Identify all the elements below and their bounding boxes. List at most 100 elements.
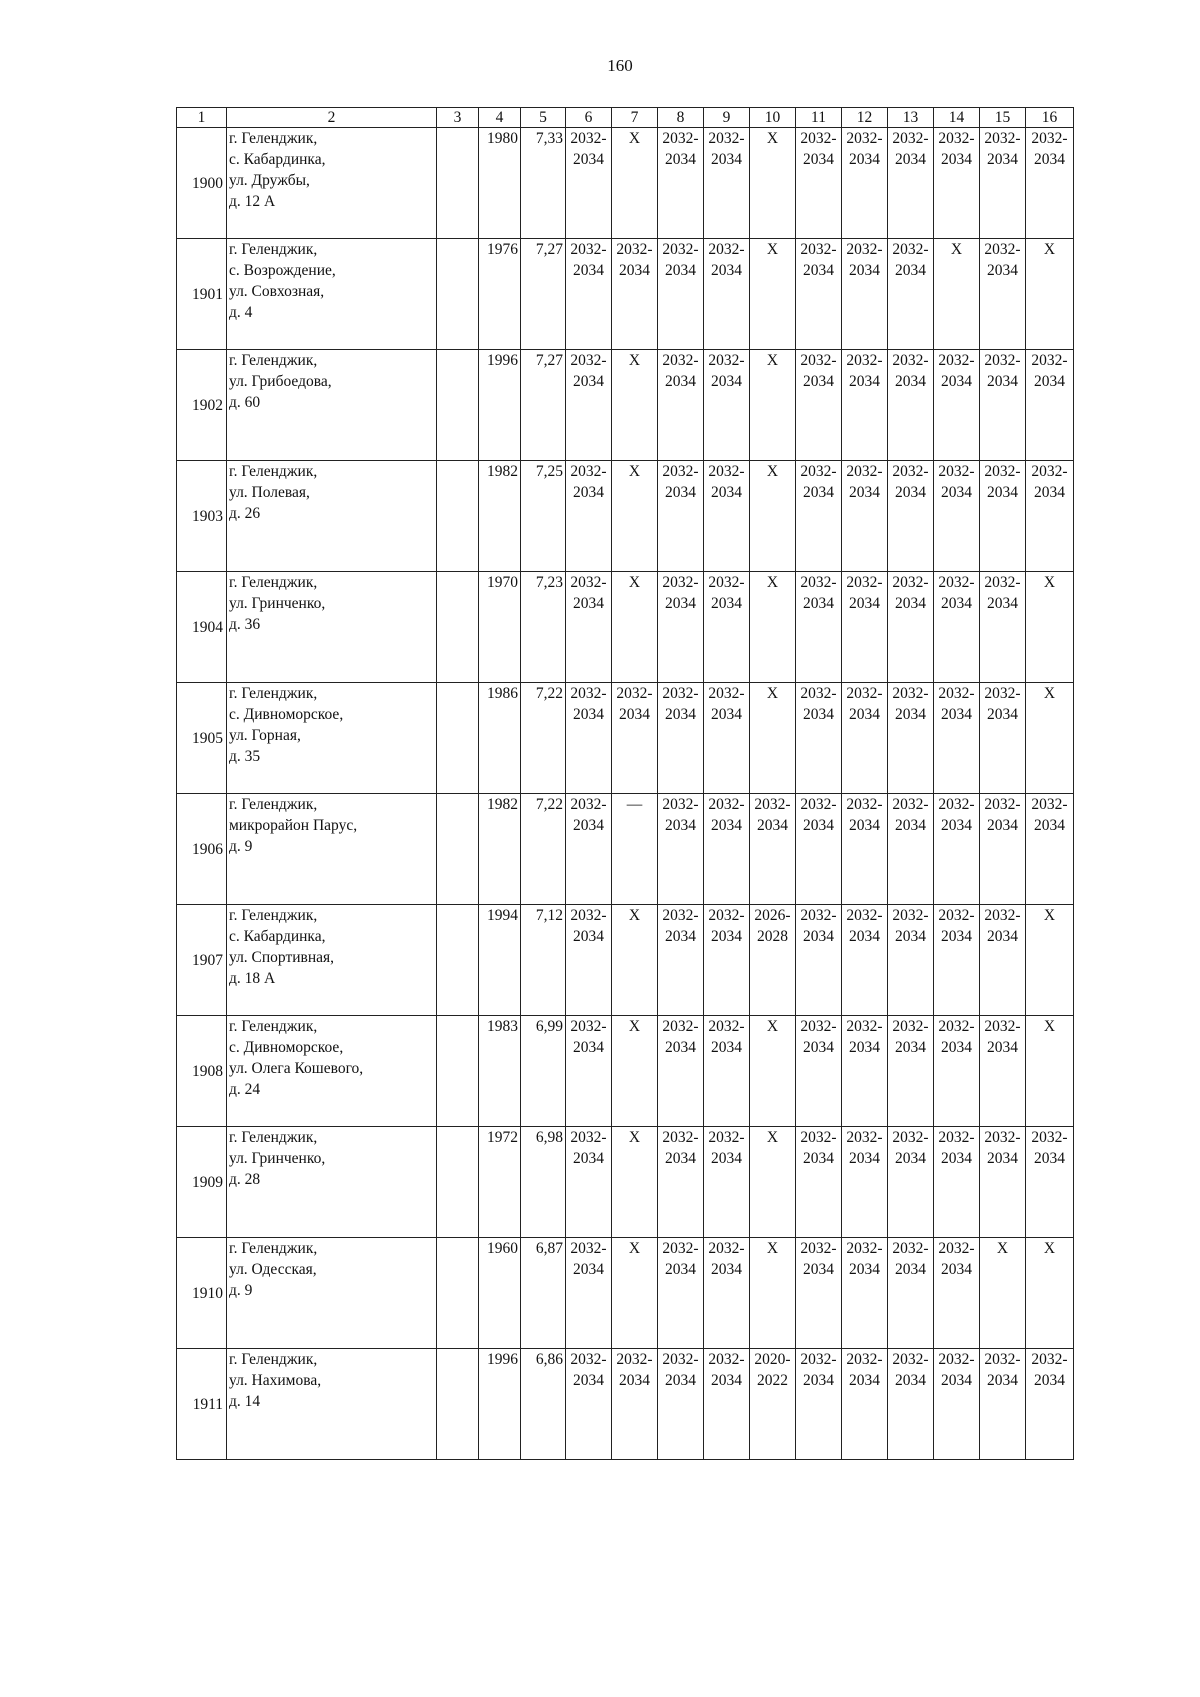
cell-col-5: 6,99 xyxy=(520,1015,566,1127)
cell-col-7: Х xyxy=(611,571,658,683)
cell-col-4: 1980 xyxy=(478,127,521,239)
cell-col-11: 2032- 2034 xyxy=(795,1126,842,1238)
cell-col-12: 2032- 2034 xyxy=(841,1237,888,1349)
cell-col-6: 2032- 2034 xyxy=(565,127,612,239)
cell-col-11: 2032- 2034 xyxy=(795,1015,842,1127)
data-table: 1 2 3 4 5 6 7 8 9 10 11 12 13 14 15 16 1900 г. Геленджик,… xyxy=(176,107,1074,1460)
cell-col-9: 2032- 2034 xyxy=(703,904,750,1016)
cell-col-5: 7,27 xyxy=(520,349,566,461)
cell-col-8: 2032- 2034 xyxy=(657,1237,704,1349)
cell-col-11: 2032- 2034 xyxy=(795,349,842,461)
column-header: 13 xyxy=(887,107,934,128)
cell-col-15: 2032- 2034 xyxy=(979,349,1026,461)
cell-col-14: 2032- 2034 xyxy=(933,127,980,239)
column-header: 16 xyxy=(1025,107,1074,128)
address-cell: г. Геленджик, ул. Гринченко, д. 28 xyxy=(226,1126,437,1238)
cell-col-12: 2032- 2034 xyxy=(841,904,888,1016)
cell-col-8: 2032- 2034 xyxy=(657,904,704,1016)
column-header: 11 xyxy=(795,107,842,128)
cell-col-16: 2032- 2034 xyxy=(1025,460,1074,572)
cell-col-6: 2032- 2034 xyxy=(565,793,612,905)
column-header: 3 xyxy=(436,107,479,128)
row-number: 1909 xyxy=(176,1126,227,1238)
cell-col-9: 2032- 2034 xyxy=(703,793,750,905)
address-cell: г. Геленджик, с. Дивноморское, ул. Горна… xyxy=(226,682,437,794)
cell-col-10: 2026- 2028 xyxy=(749,904,796,1016)
cell-col-12: 2032- 2034 xyxy=(841,238,888,350)
cell-col-6: 2032- 2034 xyxy=(565,571,612,683)
row-number: 1910 xyxy=(176,1237,227,1349)
cell-col-11: 2032- 2034 xyxy=(795,571,842,683)
cell-col-5: 7,27 xyxy=(520,238,566,350)
cell-col-10: Х xyxy=(749,1237,796,1349)
cell-col-9: 2032- 2034 xyxy=(703,1126,750,1238)
cell-col-5: 7,23 xyxy=(520,571,566,683)
cell-col-13: 2032- 2034 xyxy=(887,1015,934,1127)
cell-col-14: 2032- 2034 xyxy=(933,460,980,572)
cell-col-16: 2032- 2034 xyxy=(1025,793,1074,905)
cell-col-6: 2032- 2034 xyxy=(565,460,612,572)
cell-col-8: 2032- 2034 xyxy=(657,1348,704,1460)
cell-col-15: 2032- 2034 xyxy=(979,1348,1026,1460)
cell-col-15: 2032- 2034 xyxy=(979,571,1026,683)
column-header: 9 xyxy=(703,107,750,128)
cell-col-16: 2032- 2034 xyxy=(1025,349,1074,461)
cell-col-7: Х xyxy=(611,349,658,461)
cell-col-11: 2032- 2034 xyxy=(795,1237,842,1349)
column-header: 2 xyxy=(226,107,437,128)
cell-col-10: Х xyxy=(749,571,796,683)
cell-col-16: Х xyxy=(1025,571,1074,683)
cell-col-7: Х xyxy=(611,904,658,1016)
cell-col-14: 2032- 2034 xyxy=(933,904,980,1016)
cell-col-13: 2032- 2034 xyxy=(887,571,934,683)
cell-col-11: 2032- 2034 xyxy=(795,1348,842,1460)
cell-col-14: 2032- 2034 xyxy=(933,1237,980,1349)
table-row: 1905 г. Геленджик, с. Дивноморское, ул. Г… xyxy=(176,682,1074,794)
cell-col-3 xyxy=(436,682,479,794)
cell-col-4: 1982 xyxy=(478,793,521,905)
cell-col-4: 1996 xyxy=(478,1348,521,1460)
cell-col-12: 2032- 2034 xyxy=(841,1126,888,1238)
cell-col-8: 2032- 2034 xyxy=(657,682,704,794)
cell-col-10: Х xyxy=(749,460,796,572)
cell-col-16: Х xyxy=(1025,238,1074,350)
cell-col-3 xyxy=(436,571,479,683)
cell-col-15: 2032- 2034 xyxy=(979,460,1026,572)
column-header: 8 xyxy=(657,107,704,128)
column-header: 15 xyxy=(979,107,1026,128)
cell-col-5: 6,87 xyxy=(520,1237,566,1349)
cell-col-12: 2032- 2034 xyxy=(841,1348,888,1460)
cell-col-9: 2032- 2034 xyxy=(703,1348,750,1460)
cell-col-5: 7,22 xyxy=(520,793,566,905)
cell-col-6: 2032- 2034 xyxy=(565,904,612,1016)
cell-col-3 xyxy=(436,793,479,905)
cell-col-6: 2032- 2034 xyxy=(565,238,612,350)
cell-col-9: 2032- 2034 xyxy=(703,1015,750,1127)
cell-col-12: 2032- 2034 xyxy=(841,571,888,683)
table-row: 1903 г. Геленджик, ул. Полевая, д. 26 1982… xyxy=(176,460,1074,572)
cell-col-7: Х xyxy=(611,460,658,572)
cell-col-10: 2032- 2034 xyxy=(749,793,796,905)
address-cell: г. Геленджик, с. Возрождение, ул. Совхоз… xyxy=(226,238,437,350)
cell-col-11: 2032- 2034 xyxy=(795,904,842,1016)
cell-col-11: 2032- 2034 xyxy=(795,127,842,239)
cell-col-6: 2032- 2034 xyxy=(565,682,612,794)
row-number: 1901 xyxy=(176,238,227,350)
column-header: 6 xyxy=(565,107,612,128)
row-number: 1907 xyxy=(176,904,227,1016)
cell-col-14: 2032- 2034 xyxy=(933,1015,980,1127)
cell-col-15: Х xyxy=(979,1237,1026,1349)
cell-col-7: Х xyxy=(611,127,658,239)
cell-col-12: 2032- 2034 xyxy=(841,127,888,239)
cell-col-4: 1994 xyxy=(478,904,521,1016)
cell-col-8: 2032- 2034 xyxy=(657,127,704,239)
table-row: 1911 г. Геленджик, ул. Нахимова, д. 14 199… xyxy=(176,1348,1074,1460)
cell-col-3 xyxy=(436,460,479,572)
cell-col-12: 2032- 2034 xyxy=(841,682,888,794)
cell-col-15: 2032- 2034 xyxy=(979,1015,1026,1127)
cell-col-9: 2032- 2034 xyxy=(703,682,750,794)
table-row: 1906 г. Геленджик, микрорайон Парус, д. 9… xyxy=(176,793,1074,905)
cell-col-8: 2032- 2034 xyxy=(657,1126,704,1238)
cell-col-12: 2032- 2034 xyxy=(841,793,888,905)
cell-col-5: 6,98 xyxy=(520,1126,566,1238)
